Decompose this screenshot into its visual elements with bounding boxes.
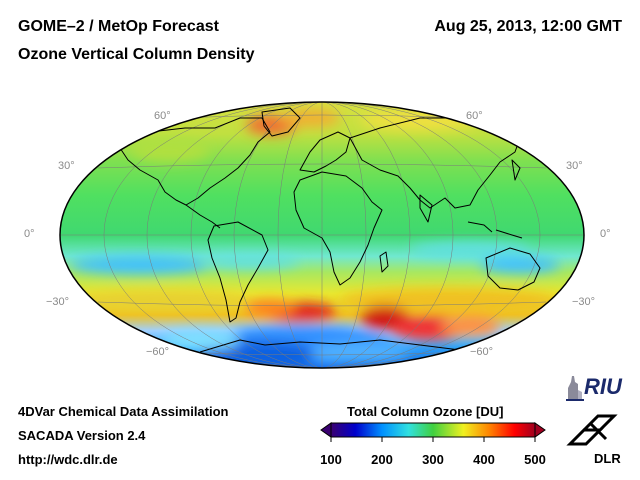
lat-label-60n-right: 60°	[466, 110, 483, 122]
lat-label-30s-right: −30°	[572, 296, 596, 308]
colorbar-min-arrow	[320, 422, 332, 438]
footer-url[interactable]: http://wdc.dlr.de	[18, 452, 118, 467]
riu-logo: RIU	[584, 374, 622, 399]
map-title: GOME–2 / MetOp Forecast	[18, 18, 219, 35]
colorbar-title: Total Column Ozone [DU]	[347, 404, 504, 419]
colorbar-tick-200: 200	[371, 452, 393, 467]
colorbar-tick-100: 100	[320, 452, 342, 467]
colorbar-max-arrow	[534, 422, 546, 438]
lat-label-60n-left: 60°	[154, 110, 171, 122]
dlr-logo-icon	[566, 414, 618, 446]
colorbar	[320, 422, 546, 442]
globe-outline	[59, 101, 585, 369]
lat-label-30n-left: 30°	[58, 160, 75, 172]
lat-label-30n-right: 30°	[566, 160, 583, 172]
lat-label-60s-left: −60°	[146, 346, 170, 358]
footer-version: SACADA Version 2.4	[18, 428, 146, 443]
colorbar-gradient	[330, 422, 536, 438]
lat-label-0-right: 0°	[600, 228, 611, 240]
colorbar-tick-300: 300	[422, 452, 444, 467]
colorbar-tick-500: 500	[524, 452, 546, 467]
map-subtitle: Ozone Vertical Column Density	[18, 46, 255, 63]
graticule	[60, 102, 584, 368]
riu-logo-icon	[566, 376, 584, 401]
footer-method: 4DVar Chemical Data Assimilation	[18, 404, 229, 419]
lat-label-30s-left: −30°	[46, 296, 70, 308]
lat-label-60s-right: −60°	[470, 346, 494, 358]
colorbar-tick-400: 400	[473, 452, 495, 467]
dlr-logo: DLR	[594, 451, 621, 466]
lat-label-0-left: 0°	[24, 228, 35, 240]
map-datetime: Aug 25, 2013, 12:00 GMT	[434, 18, 622, 35]
ozone-field	[60, 102, 584, 368]
